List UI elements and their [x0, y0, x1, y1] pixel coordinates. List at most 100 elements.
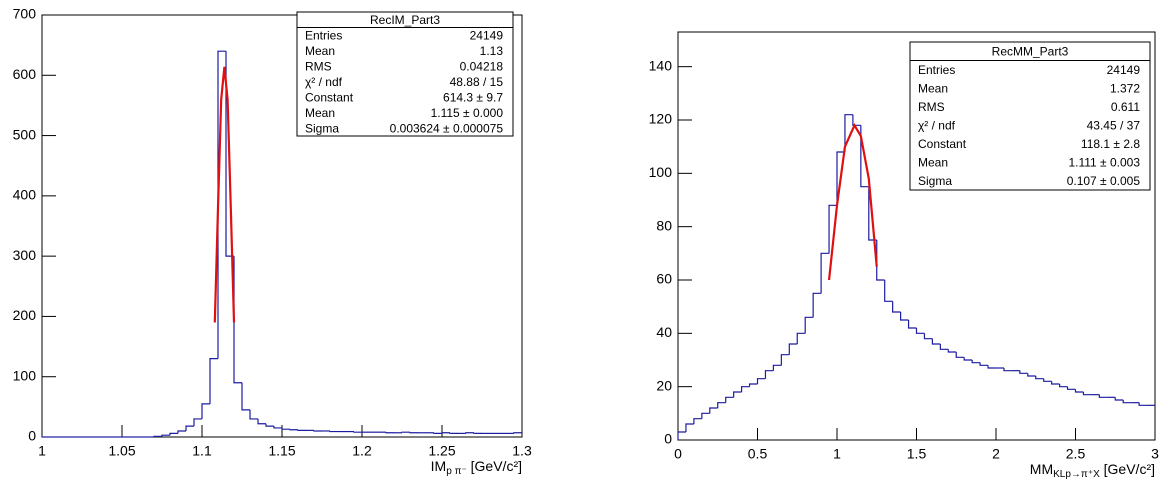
histogram-bin [1035, 376, 1044, 380]
y-tick-label: 60 [656, 271, 672, 287]
histogram-bin [725, 396, 734, 403]
histogram-bin [947, 349, 957, 353]
histogram-bin [193, 418, 202, 427]
histogram-bin [955, 352, 965, 358]
histogram-bin [1059, 384, 1068, 388]
stats-box [296, 11, 514, 137]
x-label-unit: [GeV/c²] [1100, 461, 1155, 477]
histogram-bin [764, 370, 774, 379]
stats-value: 0.003624 ± 0.000075 [390, 121, 504, 135]
histogram-bin [449, 432, 458, 434]
histogram-bin [892, 301, 901, 313]
histogram-panel: 0 0.5 1 1.5 2 2.5 3 0 20 40 60 80 100 120 140 MMKLp→π⁺X… [649, 31, 1159, 480]
y-tick-label: 500 [13, 126, 37, 142]
stats-label: Constant [305, 90, 354, 104]
histogram-bin [987, 365, 996, 369]
stats-label: RMS [918, 100, 945, 114]
stats-value: 0.107 ± 0.005 [1067, 174, 1141, 188]
histogram-bin [741, 386, 750, 392]
fit-curve [827, 122, 878, 281]
histogram-bin [907, 320, 917, 329]
histogram-bin [401, 431, 410, 433]
histogram-bin [1138, 402, 1148, 406]
histogram-bin [748, 383, 758, 387]
y-tick-label: 0 [28, 428, 36, 444]
stats-label: χ² / ndf [918, 118, 956, 132]
x-label-unit: [GeV/c²] [467, 458, 522, 474]
histogram-bin [1043, 378, 1052, 382]
histogram-bin [273, 426, 282, 429]
histogram-bin [201, 403, 210, 419]
histogram-bin [788, 343, 798, 355]
y-tick-label: 140 [649, 57, 673, 73]
stats-value: 0.04218 [460, 59, 504, 73]
stats-label: χ² / ndf [305, 75, 343, 89]
y-tick-label: 0 [664, 431, 672, 447]
histogram-bin [297, 429, 306, 431]
x-label-sub: KLp→π⁺X [1053, 469, 1100, 480]
stats-value: 0.611 [1111, 100, 1140, 114]
histogram-bin [217, 50, 226, 359]
stats-label: Sigma [305, 121, 339, 135]
histogram-bin [281, 427, 290, 430]
x-label-sub: p π⁻ [446, 466, 467, 477]
histogram-bin [852, 114, 861, 126]
stats-box [909, 41, 1151, 191]
histogram-bin [884, 280, 893, 302]
stats-value: 48.88 / 15 [450, 75, 504, 89]
histogram-bin [701, 412, 710, 419]
histogram-bin [820, 252, 830, 294]
stats-label: Mean [918, 155, 948, 169]
histogram-bin [409, 432, 418, 434]
histogram-bin [233, 256, 242, 384]
x-label-main: MM [1030, 461, 1053, 477]
histogram-bin [441, 432, 450, 434]
histogram-bin [433, 432, 442, 434]
x-label-main: IM [431, 458, 447, 474]
stats-value: 43.45 / 37 [1087, 118, 1141, 132]
histogram-bin [772, 364, 782, 371]
histogram-bin [915, 328, 925, 334]
histogram-bin [677, 431, 686, 440]
histogram-bin [257, 418, 266, 425]
histogram-bin [939, 344, 949, 350]
histogram-bin [513, 432, 522, 434]
histogram-bin [161, 434, 170, 437]
x-tick-label: 1 [833, 446, 841, 462]
histogram-bin [804, 316, 814, 334]
x-tick-label: 2 [992, 446, 1000, 462]
histogram-bin [289, 429, 298, 431]
stats-value: 1.13 [480, 44, 504, 58]
histogram-bin [971, 360, 981, 364]
histogram-bin [828, 204, 837, 254]
x-tick-label: 1 [38, 443, 46, 459]
histogram-bin [209, 358, 218, 404]
histogram-bin [1019, 370, 1028, 374]
histogram-bin [860, 125, 869, 188]
histogram-bin [1114, 397, 1124, 401]
histogram-bin [265, 423, 274, 427]
histogram-bin [733, 391, 742, 398]
histogram-bin [353, 431, 362, 433]
y-tick-label: 100 [649, 164, 673, 180]
histogram-bin [169, 432, 178, 436]
histogram-bin [329, 430, 338, 433]
x-tick-label: 1.1 [192, 443, 212, 459]
stats-label: Entries [918, 63, 955, 77]
stats-title: RecMM_Part3 [992, 44, 1069, 58]
x-tick-label: 1.25 [428, 443, 455, 459]
x-tick-label: 1.3 [512, 443, 532, 459]
histogram-bin [385, 432, 394, 434]
stats-value: 118.1 ± 2.8 [1081, 137, 1140, 151]
histogram-bin [473, 432, 482, 434]
histogram-bin [796, 332, 806, 344]
y-tick-label: 40 [656, 324, 672, 340]
stats-label: Sigma [918, 174, 952, 188]
histogram-bin [177, 430, 186, 434]
histogram-bin [153, 435, 162, 437]
histogram-bin [1027, 373, 1036, 377]
stats-value: 614.3 ± 9.7 [443, 90, 503, 104]
histogram-bin [963, 357, 973, 361]
histogram-bin [844, 114, 853, 152]
